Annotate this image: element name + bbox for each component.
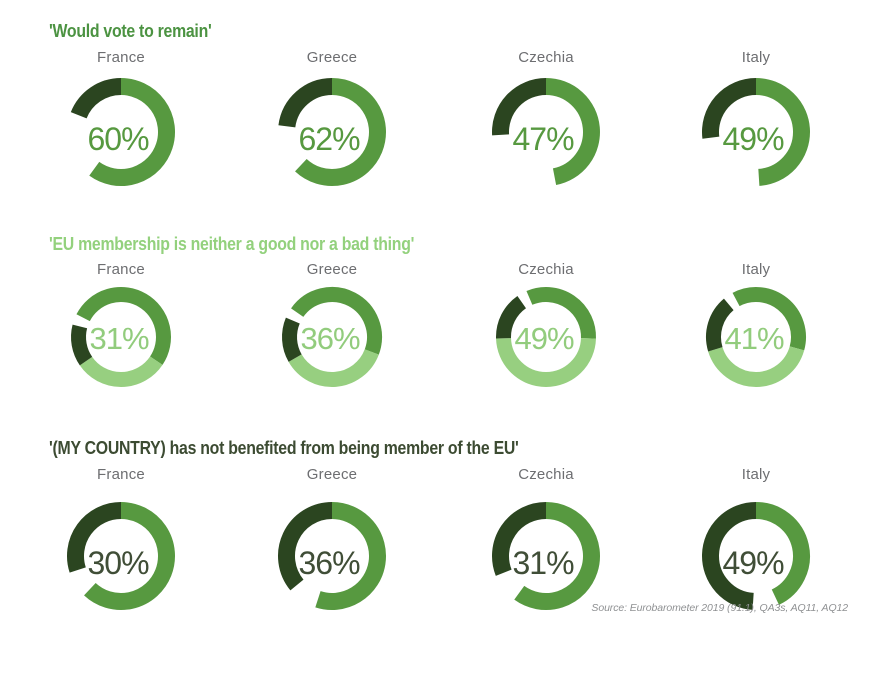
donut-chart: 31%	[486, 496, 606, 616]
donut-segment-dark_green	[492, 502, 547, 576]
donut-segment-light_green	[496, 337, 596, 387]
country-label: Czechia	[518, 49, 574, 66]
donut-chart: 62%	[272, 72, 392, 192]
percent-value: 41%	[724, 321, 784, 356]
country-label: Greece	[306, 466, 358, 483]
donut-segment-dark_green	[70, 78, 122, 119]
country-label: Greece	[306, 49, 358, 66]
donut-chart: 41%	[696, 277, 816, 397]
donut-ring	[702, 502, 810, 610]
country-label: Italy	[741, 49, 771, 66]
country-label: Italy	[741, 466, 771, 483]
donut-segment-dark_green	[706, 298, 734, 352]
donut-chart: 30%	[61, 496, 181, 616]
donut-segment-mid_green	[755, 78, 810, 186]
donut-ring	[496, 287, 596, 387]
donut-segment-dark_green	[492, 78, 547, 136]
donut-ring	[702, 78, 810, 186]
donut-segment-mid_green	[76, 287, 171, 365]
country-label: Greece	[306, 261, 358, 278]
donut-segment-dark_green	[282, 317, 302, 362]
percent-value: 36%	[298, 544, 360, 581]
statement-title: '(MY COUNTRY) has not benefited from bei…	[49, 438, 519, 458]
donut-segment-light_green	[79, 356, 163, 387]
percent-value: 62%	[298, 120, 360, 157]
country-label: France	[97, 261, 145, 278]
country-label: Italy	[741, 261, 771, 278]
donut-segment-light_green	[288, 348, 379, 387]
donut-segment-light_green	[708, 346, 805, 387]
percent-value: 30%	[87, 544, 149, 581]
donut-segment-dark_green	[278, 502, 333, 591]
percent-value: 60%	[87, 120, 149, 157]
donut-chart: 36%	[272, 496, 392, 616]
country-label: France	[97, 466, 145, 483]
statement-title: 'Would vote to remain'	[49, 21, 212, 41]
donut-ring	[282, 287, 382, 387]
donut-segment-mid_green	[291, 287, 382, 355]
donut-chart: 36%	[272, 277, 392, 397]
donut-ring	[278, 78, 386, 186]
donut-segment-dark_green	[702, 78, 757, 139]
donut-ring	[67, 502, 175, 610]
donut-ring	[278, 502, 386, 610]
donut-chart: 49%	[696, 72, 816, 192]
donut-chart: 49%	[486, 277, 606, 397]
percent-value: 31%	[512, 544, 574, 581]
donut-segment-mid_green	[295, 78, 386, 186]
donut-ring	[492, 78, 600, 186]
donut-segment-mid_green	[545, 78, 600, 186]
donut-segment-dark_green	[496, 295, 527, 339]
statement-title: 'EU membership is neither a good nor a b…	[49, 234, 415, 254]
percent-value: 36%	[300, 321, 360, 356]
donut-ring	[706, 287, 806, 387]
donut-segment-mid_green	[732, 287, 806, 351]
country-label: Czechia	[518, 261, 574, 278]
donut-segment-dark_green	[71, 324, 93, 366]
percent-value: 49%	[722, 120, 784, 157]
donut-segment-mid_green	[514, 502, 600, 610]
donut-chart: 49%	[696, 496, 816, 616]
country-label: France	[97, 49, 145, 66]
donut-segment-mid_green	[89, 78, 175, 186]
donut-segment-mid_green	[84, 502, 175, 610]
country-label: Czechia	[518, 466, 574, 483]
donut-chart: 60%	[61, 72, 181, 192]
donut-segment-mid_green	[755, 502, 810, 605]
donut-segment-mid_green	[315, 502, 386, 610]
donut-ring	[70, 78, 175, 186]
donut-segment-dark_green	[67, 502, 122, 573]
donut-segment-dark_green	[278, 78, 333, 128]
percent-value: 47%	[512, 120, 574, 157]
source-note: Source: Eurobarometer 2019 (91.1), QA3s,…	[591, 602, 848, 614]
donut-segment-mid_green	[526, 287, 596, 339]
percent-value: 49%	[514, 321, 574, 356]
donut-ring	[71, 287, 171, 387]
donut-ring	[492, 502, 600, 610]
percent-value: 31%	[89, 321, 149, 356]
donut-chart: 47%	[486, 72, 606, 192]
percent-value: 49%	[722, 544, 784, 581]
donut-chart: 31%	[61, 277, 181, 397]
donut-segment-dark_green	[702, 502, 757, 610]
